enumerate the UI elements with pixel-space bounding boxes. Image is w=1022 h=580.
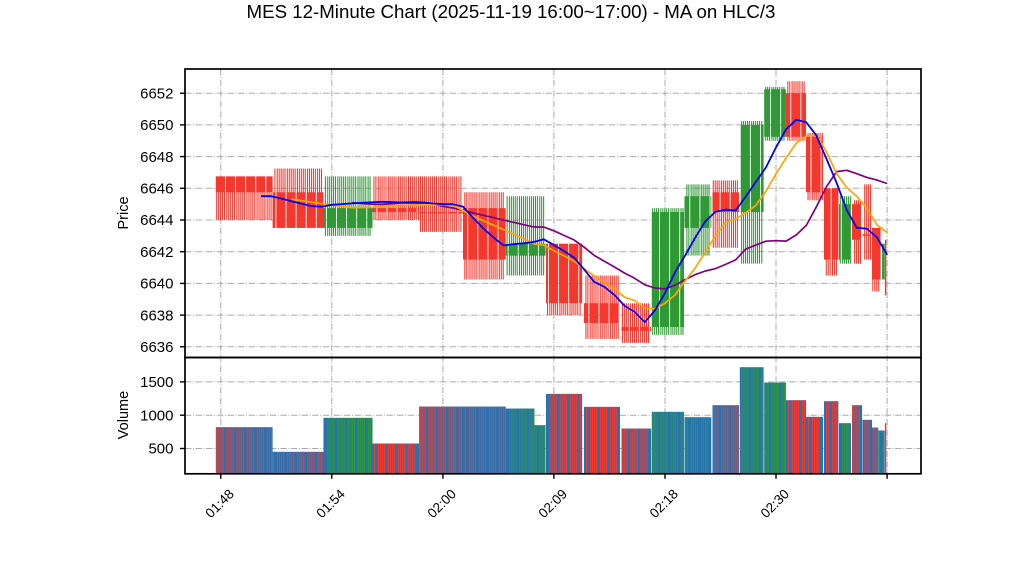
svg-text:6646: 6646 <box>140 181 173 198</box>
svg-text:6650: 6650 <box>140 117 173 134</box>
svg-text:6642: 6642 <box>140 244 173 261</box>
svg-text:Volume: Volume <box>116 391 132 439</box>
svg-text:Price: Price <box>116 196 132 229</box>
svg-text:6648: 6648 <box>140 149 173 166</box>
svg-text:6636: 6636 <box>140 339 173 356</box>
svg-text:6652: 6652 <box>140 85 173 102</box>
svg-text:6644: 6644 <box>140 212 173 229</box>
svg-text:MES 12-Minute Chart (2025-11-1: MES 12-Minute Chart (2025-11-19 16:00~17… <box>247 1 776 22</box>
svg-text:500: 500 <box>148 441 173 458</box>
svg-text:6638: 6638 <box>140 307 173 324</box>
svg-text:1500: 1500 <box>140 374 173 391</box>
svg-text:6640: 6640 <box>140 276 173 293</box>
svg-text:1000: 1000 <box>140 407 173 424</box>
